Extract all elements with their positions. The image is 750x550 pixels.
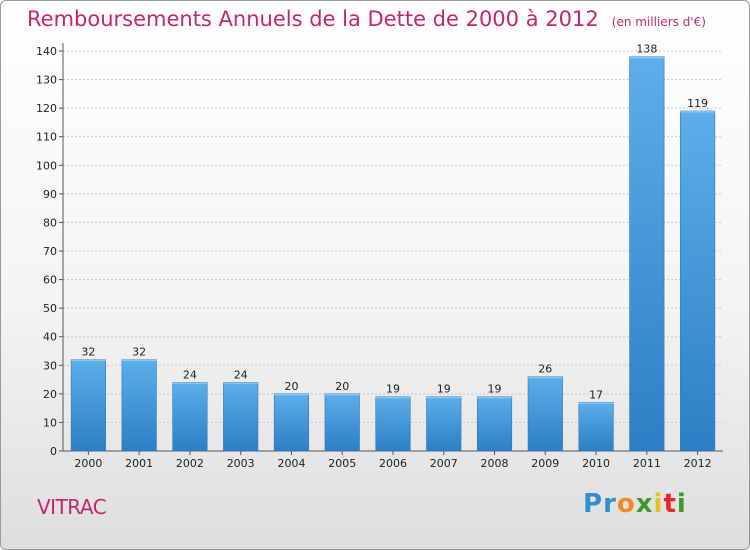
y-tick-label: 0 [50,445,57,458]
value-label-2003: 24 [234,368,248,381]
logo-letter: t [663,489,677,519]
y-tick-label: 70 [43,245,57,258]
x-tick-label-2004: 2004 [277,457,305,470]
logo-letter: i [676,489,687,519]
bar-2005 [324,393,360,452]
bars [70,56,716,452]
y-tick-label: 90 [43,188,57,201]
bar-2010 [578,402,614,452]
bar-2007 [426,396,462,452]
bar-2011 [629,56,665,452]
value-label-2010: 17 [589,388,603,401]
logo-letter: r [603,489,617,519]
value-label-2000: 32 [81,346,95,359]
bar-2012 [680,110,716,452]
bar-2002 [172,382,208,452]
proxiti-logo[interactable]: Proxiti [583,489,687,519]
x-tick-label-2006: 2006 [379,457,407,470]
bar-2004 [273,393,310,452]
y-tick-label: 110 [36,131,57,144]
x-tick-label-2010: 2010 [582,457,610,470]
y-tick-label: 120 [36,102,57,115]
value-label-2006: 19 [386,383,400,396]
y-tick-label: 80 [43,216,57,229]
y-tick-label: 130 [36,74,57,87]
x-tick-label-2007: 2007 [430,457,458,470]
bar-2001 [121,359,157,452]
x-tick-label-2001: 2001 [125,457,153,470]
bar-2000 [70,359,106,452]
x-tick-label-2008: 2008 [481,457,509,470]
y-tick-label: 50 [43,302,57,315]
x-tick-label-2005: 2005 [328,457,356,470]
chart-unit: (en milliers d'€) [611,15,706,29]
y-tick-label: 10 [43,416,57,429]
y-tick-label: 30 [43,359,57,372]
y-tick-label: 20 [43,388,57,401]
value-label-2012: 119 [687,97,708,110]
y-tick-label: 40 [43,331,57,344]
x-tick-label-2003: 2003 [227,457,255,470]
x-tick-label-2000: 2000 [74,457,102,470]
commune-name: VITRAC [37,495,107,519]
value-label-2007: 19 [437,383,451,396]
logo-letter: i [653,489,664,519]
logo-letter: P [583,489,604,519]
value-label-2004: 20 [284,380,298,393]
x-tick-label-2011: 2011 [633,457,661,470]
x-tick-label-2002: 2002 [176,457,204,470]
value-label-2009: 26 [538,363,552,376]
bar-2008 [476,396,513,452]
value-label-2008: 19 [488,383,502,396]
value-label-2005: 20 [335,380,349,393]
logo-letter: x [635,489,654,519]
value-label-2002: 24 [183,368,197,381]
bar-2009 [527,376,563,452]
title-row: Remboursements Annuels de la Dette de 20… [27,7,706,31]
logo-letter: o [616,489,636,519]
bar-2003 [223,382,259,452]
value-label-2011: 138 [636,43,657,56]
x-tick-label-2009: 2009 [531,457,559,470]
y-tick-label: 100 [36,159,57,172]
labels: 0 10 20 30 40 50 60 70 80 90 100 110 120 130 140 32 2000… [36,43,712,470]
value-label-2001: 32 [132,346,146,359]
chart-title: Remboursements Annuels de la Dette de 20… [27,7,599,31]
x-tick-label-2012: 2012 [684,457,712,470]
y-tick-label: 60 [43,274,57,287]
bar-2006 [375,396,411,452]
y-tick-label: 140 [36,45,57,58]
